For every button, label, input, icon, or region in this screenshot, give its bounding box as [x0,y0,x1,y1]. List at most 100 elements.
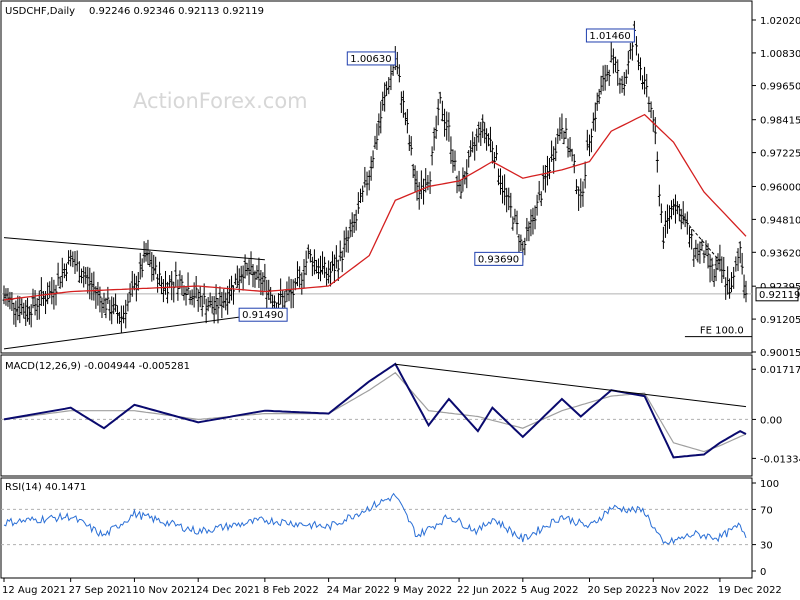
price-bar [75,250,79,272]
price-bar [161,279,165,303]
price-bar [659,203,663,223]
price-bar [611,48,615,74]
price-bar [206,297,210,312]
price-bar [415,170,419,201]
price-bar [212,296,216,324]
price-bar [310,256,314,277]
price-bar [33,290,37,316]
price-bar [645,73,649,98]
price-bar [289,278,293,309]
price-bar [395,51,399,75]
price-panel-frame [0,0,753,354]
price-bar [467,149,471,168]
price-bar [124,299,128,329]
price-bar [537,180,541,201]
macd-panel-title: MACD(12,26,9) -0.004944 -0.005281 [5,361,190,372]
price-bar [409,136,413,156]
price-bar [667,205,671,229]
price-bar [670,200,674,220]
price-bar [300,272,304,295]
price-bar [239,265,243,284]
price-bar [738,241,742,264]
price-bar [267,279,271,300]
price-bar [499,168,503,195]
price-bar [319,255,323,282]
price-bar [385,81,389,96]
price-bar [152,254,156,281]
price-bar [302,259,306,289]
price-bar [180,275,184,296]
price-bar [316,258,320,280]
price-bar [110,296,114,325]
price-bar [591,112,595,131]
price-bar [39,277,43,306]
price-bar [323,256,327,278]
price-bar [159,276,163,295]
price-bar [513,208,517,223]
price-bar [257,257,261,288]
price-bar [616,59,620,86]
price-bar [371,150,375,169]
price-bar [314,259,318,274]
time-axis-label: 24 Dec 2021 [196,585,260,596]
price-bar [574,179,578,195]
price-bar [494,145,498,161]
price-bar [653,117,657,145]
price-bar [515,210,519,235]
price-bar [80,268,84,284]
price-bar [655,151,659,173]
price-bar [375,123,379,150]
price-bar [622,71,626,96]
price-bar [593,102,597,132]
price-bar [122,305,126,324]
price-bar [190,289,194,306]
macd-trendline [395,363,747,408]
price-bar [41,291,45,306]
price-bar [64,263,68,282]
price-bar [541,165,545,191]
price-panel-title: USDCHF,Daily [5,6,75,17]
time-axis-label: 19 Dec 2022 [718,585,782,596]
price-bar [156,273,160,293]
last-price-value: 0.92119 [759,290,800,301]
macd-axis-label: 0.00 [760,415,782,426]
price-bar [440,100,444,122]
price-bar [726,266,730,295]
price-bar [363,166,367,188]
price-bar [86,266,90,294]
price-bar [548,157,552,180]
price-bar [174,261,178,288]
price-bar [321,251,325,275]
price-bar [344,226,348,253]
price-bar [54,284,58,306]
price-bar [117,311,121,324]
price-axis-label: 0.98415 [760,116,800,127]
price-bar [657,184,661,207]
price-bar [46,282,50,305]
price-axis-label: 1.00830 [760,49,800,60]
annotation-box [238,307,288,322]
price-bar [706,243,710,269]
price-bar [730,272,734,293]
annotation-value: 0.91490 [242,310,283,321]
price-bar [672,198,676,216]
price-sma [3,113,747,301]
price-bar [100,297,104,319]
price-bar [453,150,457,171]
price-bar [163,270,167,295]
price-bar [58,276,62,289]
price-bar [585,129,589,151]
price-bar [96,281,100,306]
price-bar [740,252,744,275]
price-bar [60,257,64,288]
price-bar [346,230,350,253]
price-bar [31,288,35,309]
price-bar [436,98,440,126]
price-bar [71,251,75,268]
price-bar [82,266,86,288]
price-bar [14,300,18,328]
price-bar [196,289,200,312]
price-bar [140,258,144,278]
price-axis-label: 0.90015 [760,348,800,359]
